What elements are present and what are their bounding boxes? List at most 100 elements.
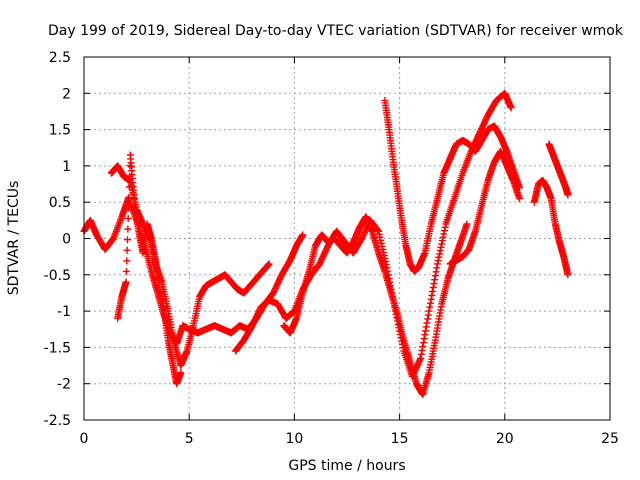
y-tick-label: 1	[62, 159, 71, 175]
data-point	[516, 195, 524, 203]
data-point	[507, 104, 515, 112]
data-point	[396, 327, 404, 335]
data-point	[426, 303, 434, 311]
data-point	[394, 320, 402, 328]
data-point	[123, 246, 131, 254]
y-tick-label: -1.5	[44, 340, 71, 356]
data-point	[124, 215, 132, 223]
x-tick-label: 20	[496, 431, 514, 447]
series-track-g	[446, 147, 524, 268]
series-track-h	[530, 176, 572, 279]
y-tick-label: -1	[57, 304, 71, 320]
data-point	[427, 295, 435, 303]
data-point	[431, 276, 439, 284]
x-tick-label: 5	[185, 431, 194, 447]
data-point	[429, 284, 437, 292]
data-point	[564, 191, 572, 199]
data-point	[436, 247, 444, 255]
x-tick-label: 15	[391, 431, 409, 447]
data-point	[122, 278, 130, 286]
data-point	[439, 233, 447, 241]
x-tick-label: 0	[80, 431, 89, 447]
data-point	[425, 307, 433, 315]
data-point	[417, 354, 425, 362]
data-point	[429, 287, 437, 295]
data-point	[397, 334, 405, 342]
data-point	[433, 264, 441, 272]
data-point	[440, 230, 448, 238]
data-point	[125, 193, 133, 201]
data-point	[374, 226, 382, 234]
data-point	[389, 296, 397, 304]
data-point	[124, 225, 132, 233]
chart-title: Day 199 of 2019, Sidereal Day-to-day VTE…	[48, 23, 624, 39]
y-axis-label: SDTVAR / TECUs	[6, 181, 22, 296]
data-point	[177, 369, 185, 377]
y-tick-label: -2	[57, 377, 71, 393]
data-point	[417, 350, 425, 358]
data-point	[431, 272, 439, 280]
data-point	[424, 315, 432, 323]
data-point	[125, 204, 133, 212]
data-point	[418, 346, 426, 354]
y-tick-label: 0	[62, 232, 71, 248]
y-tick-label: 0.5	[49, 195, 71, 211]
data-point	[438, 240, 446, 248]
series-track-f	[381, 97, 524, 275]
x-tick-label: 25	[601, 431, 619, 447]
data-point	[391, 303, 399, 311]
data-point	[420, 335, 428, 343]
data-point	[433, 260, 441, 268]
series-track-b	[107, 162, 273, 370]
data-point	[265, 260, 273, 268]
y-tick-label: 1.5	[49, 123, 71, 139]
data-point	[391, 307, 399, 315]
data-point	[463, 220, 471, 228]
y-tick-label: -0.5	[44, 268, 71, 284]
data-point	[421, 331, 429, 339]
data-point	[564, 271, 572, 279]
data-point	[434, 257, 442, 265]
data-point	[438, 237, 446, 245]
y-tick-label: 2.5	[49, 50, 71, 66]
data-point	[419, 339, 427, 347]
data-point	[123, 236, 131, 244]
data-point	[389, 293, 397, 301]
data-point	[387, 285, 395, 293]
data-point	[423, 319, 431, 327]
data-point	[416, 356, 424, 364]
data-point	[419, 342, 427, 350]
data-point	[441, 223, 449, 231]
data-point	[392, 310, 400, 318]
data-point	[123, 257, 131, 265]
y-axis-ticks: -2.5 -2 -1.5 -1 -0.5 0 0.5 1 1.5 2 2.5	[44, 50, 610, 429]
x-tick-label: 10	[285, 431, 303, 447]
y-tick-label: 2	[62, 86, 71, 102]
series-track-c	[114, 151, 185, 388]
data-point	[386, 282, 394, 290]
data-point	[430, 280, 438, 288]
data-point	[422, 323, 430, 331]
data-point	[399, 344, 407, 352]
data-point	[393, 314, 401, 322]
grid-lines	[84, 57, 610, 420]
data-point	[385, 274, 393, 282]
data-point	[395, 324, 403, 332]
data-point	[422, 327, 430, 335]
data-point	[440, 227, 448, 235]
data-point	[384, 271, 392, 279]
data-point	[383, 264, 391, 272]
data-point	[386, 278, 394, 286]
data-point	[432, 268, 440, 276]
data-point	[435, 253, 443, 261]
data-point	[393, 317, 401, 325]
data-point	[398, 340, 406, 348]
x-axis-ticks: 0 5 10 15 20 25	[80, 57, 619, 447]
data-point	[436, 250, 444, 258]
data-point	[424, 311, 432, 319]
x-axis-label: GPS time / hours	[288, 458, 405, 474]
data-point	[388, 289, 396, 297]
data-point	[428, 291, 436, 299]
plot-frame	[83, 56, 611, 421]
